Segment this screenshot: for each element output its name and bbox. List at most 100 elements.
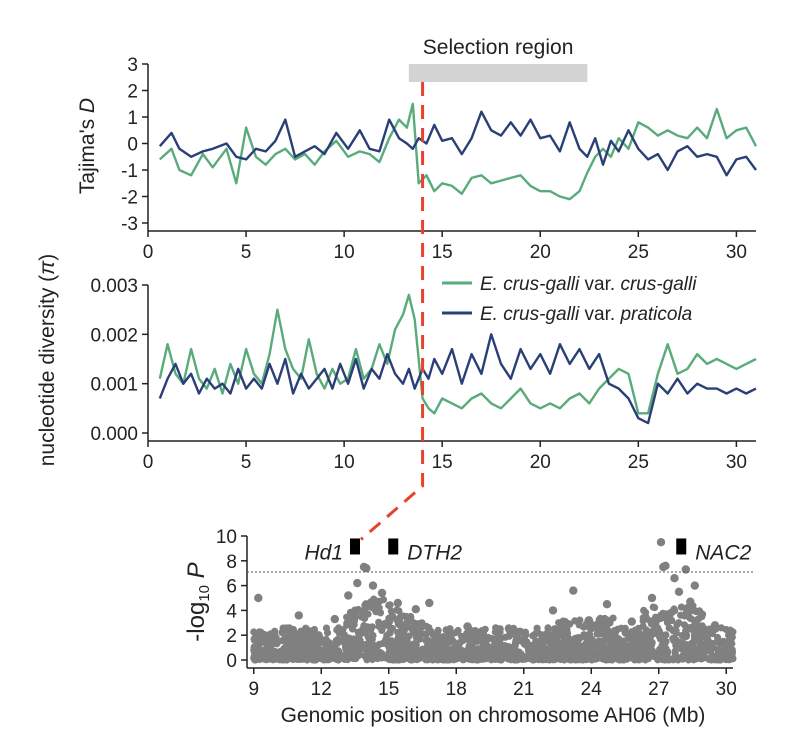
gwas-y-tick-label: 0	[226, 651, 237, 672]
gwas-point	[686, 614, 694, 622]
nucleotide-diversity-x-tick-label: 30	[726, 452, 747, 473]
gwas-point	[610, 643, 618, 651]
tajimas-d-x-tick-label: 20	[530, 242, 551, 263]
nucleotide-diversity-panel: 0.003 0.002 0.001 0.000 0 5 10 15 20 25 30 nucleo…	[36, 254, 757, 473]
gwas-point	[670, 635, 679, 643]
gwas-point	[673, 621, 681, 629]
tajimas-d-line-praticola	[158, 110, 757, 177]
gwas-point	[655, 627, 663, 635]
gwas-point	[532, 637, 540, 645]
gwas-point	[387, 625, 395, 633]
gwas-point	[454, 626, 462, 635]
tajimas-d-x-tick-label: 30	[726, 242, 747, 263]
gwas-point	[661, 561, 670, 570]
gwas-point	[688, 624, 696, 632]
gwas-point	[609, 614, 617, 622]
nucleotide-diversity-x-ticks: 0 5 10 15 20 25 30	[143, 441, 747, 473]
gwas-point	[621, 629, 629, 637]
gwas-point	[301, 644, 309, 652]
gwas-point	[351, 617, 359, 625]
gwas-point	[288, 642, 296, 651]
gwas-point	[362, 564, 371, 573]
gwas-point	[463, 622, 472, 631]
gwas-point	[697, 655, 705, 663]
gwas-point	[369, 641, 377, 650]
gwas-point	[451, 644, 459, 652]
gwas-point	[632, 627, 641, 635]
gwas-point	[482, 651, 490, 659]
gwas-point	[280, 645, 288, 653]
gwas-point	[719, 639, 727, 647]
gwas-point	[480, 632, 488, 640]
gwas-point	[548, 606, 558, 615]
gwas-point	[494, 635, 502, 643]
gwas-point	[655, 633, 664, 641]
gwas-point	[412, 641, 420, 649]
gwas-point	[363, 654, 371, 663]
gwas-point	[726, 649, 734, 657]
gwas-point	[450, 638, 458, 646]
nucleotide-diversity-axes	[147, 285, 756, 442]
gwas-point	[582, 652, 590, 660]
tajimas-d-x-ticks: 0 5 10 15 20 25 30	[143, 231, 747, 263]
gwas-x-tick-label: 15	[378, 679, 399, 700]
gwas-point	[661, 639, 669, 647]
gwas-point	[390, 638, 398, 646]
gwas-point	[254, 638, 262, 647]
gwas-point	[640, 637, 648, 646]
gwas-point	[425, 637, 433, 645]
gwas-point	[500, 648, 508, 656]
gwas-point	[383, 640, 391, 649]
gwas-point	[315, 631, 323, 639]
gwas-point	[399, 627, 407, 636]
nucleotide-diversity-x-tick-label: 0	[143, 452, 154, 473]
selection-region-bar	[408, 64, 588, 82]
nucleotide-diversity-y-label: nucleotide diversity (π)	[36, 254, 59, 467]
gwas-point	[429, 631, 437, 639]
gwas-point	[418, 630, 426, 638]
gwas-point	[575, 621, 583, 629]
gwas-point	[354, 639, 362, 647]
gwas-point	[346, 608, 355, 617]
gwas-panel: 10 8 6 4 2 0 9 12 15 18 21 24 27 30 Hd1 DTH2 NAC2 -log…	[183, 527, 753, 727]
gwas-point	[614, 625, 622, 633]
gwas-point	[663, 619, 672, 627]
gwas-point	[601, 626, 609, 634]
gwas-point	[631, 635, 639, 643]
gwas-point	[471, 632, 479, 640]
gwas-point	[668, 608, 676, 616]
gwas-point	[573, 641, 582, 649]
gwas-point	[519, 636, 527, 644]
gwas-point	[561, 618, 569, 626]
gwas-point	[459, 656, 467, 664]
gwas-point	[360, 622, 368, 630]
gwas-x-tick-label: 12	[311, 679, 332, 700]
gwas-point	[442, 626, 450, 634]
gwas-point	[323, 655, 331, 663]
gwas-point	[564, 633, 572, 642]
gwas-point	[311, 645, 319, 653]
gwas-point	[311, 636, 319, 644]
gwas-point	[672, 641, 680, 650]
gwas-point	[361, 601, 369, 609]
gwas-point	[492, 624, 500, 632]
nucleotide-diversity-y-tick-label: 0.000	[90, 424, 138, 445]
gwas-point	[508, 626, 517, 635]
gwas-point	[595, 640, 603, 649]
selection-region-label: Selection region	[423, 36, 574, 59]
gwas-point	[694, 615, 703, 623]
gwas-point	[504, 655, 512, 663]
gwas-point	[610, 634, 618, 642]
gwas-point	[689, 645, 697, 653]
gwas-point	[367, 598, 375, 606]
nucleotide-diversity-x-tick-label: 15	[432, 452, 453, 473]
gwas-point	[263, 656, 271, 664]
gwas-point	[656, 538, 666, 547]
gwas-point	[393, 598, 402, 608]
nucleotide-diversity-y-ticks: 0.003 0.002 0.001 0.000	[90, 276, 148, 445]
gwas-point	[386, 601, 394, 609]
gene-label-dth2: DTH2	[407, 542, 462, 565]
legend-label-crus-galli: E. crus-galli var. crus-galli	[480, 274, 697, 295]
gwas-y-tick-label: 10	[216, 527, 237, 548]
gwas-point	[551, 652, 560, 660]
